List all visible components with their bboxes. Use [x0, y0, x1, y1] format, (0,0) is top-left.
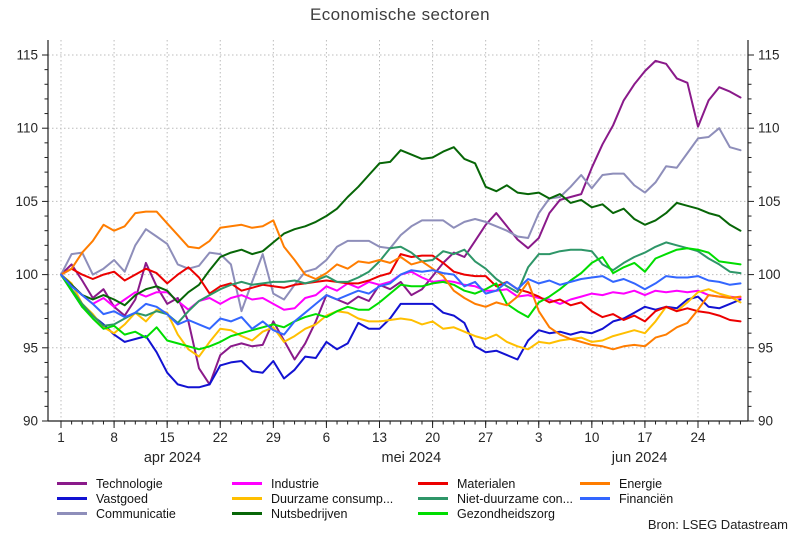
legend-item: Gezondheidszorg: [418, 506, 573, 521]
y-tick-label-right: 95: [758, 340, 773, 355]
series-line-Gezondheidszorg: [60, 247, 742, 351]
legend-swatch: [57, 482, 87, 485]
x-tick-label: 6: [323, 430, 331, 445]
legend-swatch: [418, 482, 448, 485]
legend-column: Energie Financiën: [580, 476, 674, 506]
legend-swatch: [232, 482, 262, 485]
y-tick-label-right: 110: [758, 121, 780, 136]
legend-label: Vastgoed: [96, 491, 148, 506]
y-tick-label-right: 105: [758, 194, 781, 209]
legend-item: Materialen: [418, 476, 573, 491]
legend-column: Industrie Duurzame consump... Nutsbedrijve…: [232, 476, 394, 521]
legend-item: Technologie: [57, 476, 176, 491]
legend-swatch: [418, 512, 448, 515]
legend-label: Energie: [619, 476, 663, 491]
x-tick-label: 3: [535, 430, 543, 445]
legend-swatch: [57, 512, 87, 515]
legend-item: Vastgoed: [57, 491, 176, 506]
series-line-Energie: [60, 210, 742, 351]
legend-label: Industrie: [271, 476, 319, 491]
chart-title: Economische sectoren: [310, 5, 490, 24]
series-line-Communicatie: [60, 127, 742, 313]
x-month-label: mei 2024: [382, 450, 442, 466]
x-tick-label: 10: [584, 430, 599, 445]
x-tick-label: 24: [690, 430, 706, 445]
legend-item: Industrie: [232, 476, 393, 491]
legend-swatch: [232, 497, 262, 500]
x-month-label: jun 2024: [611, 450, 668, 466]
legend-label: Duurzame consump...: [271, 491, 394, 506]
legend-item: Financiën: [580, 491, 674, 506]
legend-swatch: [418, 497, 448, 500]
legend-swatch: [580, 482, 610, 485]
x-tick-label: 20: [425, 430, 440, 445]
series-line-Financiën: [60, 269, 742, 336]
legend-item: Nutsbedrijven: [232, 506, 393, 521]
legend-item: Niet-duurzame con...: [418, 491, 574, 506]
legend-item: Energie: [580, 476, 673, 491]
y-tick-label-left: 95: [23, 340, 38, 355]
legend-label: Nutsbedrijven: [271, 506, 348, 521]
legend-label: Gezondheidszorg: [457, 506, 555, 521]
x-tick-label: 29: [266, 430, 281, 445]
legend-label: Communicatie: [96, 506, 176, 521]
x-month-label: apr 2024: [144, 450, 201, 466]
x-tick-label: 1: [57, 430, 65, 445]
x-tick-label: 8: [110, 430, 118, 445]
y-tick-label-left: 90: [23, 414, 38, 429]
series-line-Duurzame consump...: [60, 273, 742, 358]
legend-swatch: [232, 512, 262, 515]
legend-label: Niet-duurzame con...: [457, 491, 574, 506]
x-tick-label: 15: [160, 430, 175, 445]
legend-item: Duurzame consump...: [232, 491, 394, 506]
legend-swatch: [580, 497, 610, 500]
x-tick-label: 27: [478, 430, 493, 445]
series-line-Nutsbedrijven: [60, 146, 742, 307]
x-tick-label: 17: [637, 430, 652, 445]
y-tick-label-right: 100: [758, 267, 781, 282]
y-tick-label-left: 105: [15, 194, 38, 209]
series-line-Materialen: [60, 253, 742, 323]
legend: Technologie Vastgoed Communicatie Industrie…: [0, 477, 800, 523]
legend-column: Technologie Vastgoed Communicatie: [57, 476, 176, 521]
legend-label: Technologie: [96, 476, 163, 491]
legend-column: Materialen Niet-duurzame con... Gezondheid…: [418, 476, 574, 521]
legend-label: Financiën: [619, 491, 674, 506]
x-tick-label: 22: [213, 430, 228, 445]
legend-swatch: [57, 497, 87, 500]
y-tick-label-right: 115: [758, 48, 780, 63]
series-line-Vastgoed: [60, 273, 742, 389]
legend-label: Materialen: [457, 476, 516, 491]
y-tick-label-left: 100: [15, 267, 38, 282]
y-tick-label-right: 90: [758, 414, 773, 429]
legend-item: Communicatie: [57, 506, 176, 521]
x-tick-label: 13: [372, 430, 387, 445]
y-tick-label-left: 110: [16, 121, 38, 136]
y-tick-label-left: 115: [16, 48, 38, 63]
source-label: Bron: LSEG Datastream: [647, 517, 788, 532]
